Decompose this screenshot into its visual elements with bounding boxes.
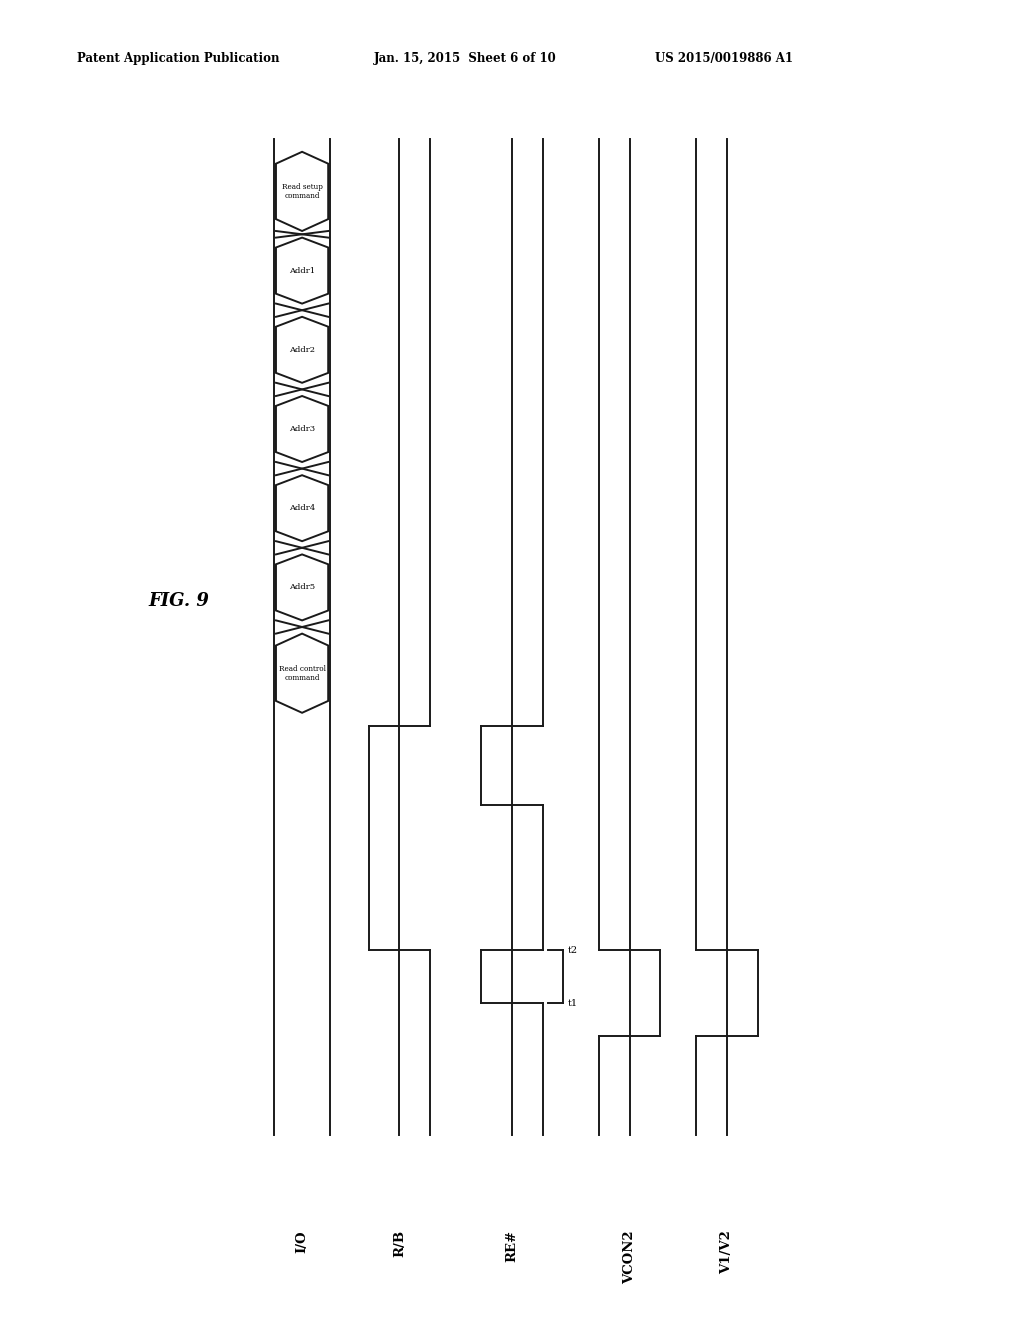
- Text: RE#: RE#: [506, 1230, 518, 1262]
- Text: US 2015/0019886 A1: US 2015/0019886 A1: [655, 51, 794, 65]
- Text: Addr2: Addr2: [289, 346, 315, 354]
- Text: Addr1: Addr1: [289, 267, 315, 275]
- Text: Addr4: Addr4: [289, 504, 315, 512]
- Text: Read control
command: Read control command: [279, 664, 326, 682]
- Text: V1/V2: V1/V2: [721, 1230, 733, 1274]
- Text: Read setup
command: Read setup command: [282, 182, 323, 201]
- Text: VCON2: VCON2: [624, 1230, 636, 1284]
- Text: t2: t2: [567, 946, 578, 954]
- Text: FIG. 9: FIG. 9: [148, 591, 210, 610]
- Text: Addr5: Addr5: [289, 583, 315, 591]
- Text: Patent Application Publication: Patent Application Publication: [77, 51, 280, 65]
- Text: I/O: I/O: [296, 1230, 308, 1253]
- Text: t1: t1: [567, 999, 578, 1007]
- Text: Jan. 15, 2015  Sheet 6 of 10: Jan. 15, 2015 Sheet 6 of 10: [374, 51, 556, 65]
- Text: Addr3: Addr3: [289, 425, 315, 433]
- Text: R/B: R/B: [393, 1230, 406, 1258]
